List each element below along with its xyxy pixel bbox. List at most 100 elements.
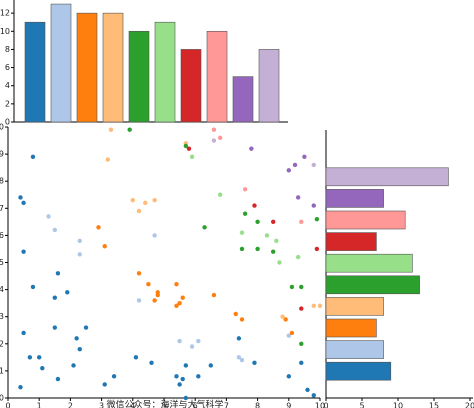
point [208,363,213,368]
point [242,211,248,216]
point [21,330,26,336]
point [136,298,142,303]
point [174,303,179,309]
y-tick-label: 0 [0,394,4,403]
point [271,249,276,254]
x-tick-label: 0 [323,402,328,408]
bar [258,49,280,123]
point [299,360,304,365]
bar [102,12,124,123]
point [299,219,304,225]
point [174,374,179,379]
bar [325,189,384,208]
point [280,314,285,319]
point [295,254,301,260]
point [196,374,201,379]
point [311,393,316,398]
point [311,203,316,208]
y-tick-label: 10 [0,123,4,132]
bar [325,340,384,359]
point [317,303,323,309]
point [152,233,157,238]
point [196,338,201,344]
point [283,317,288,322]
point [302,154,307,160]
point [21,249,26,254]
point [202,225,207,230]
point [295,195,301,200]
bar [325,297,384,316]
point [152,298,157,303]
bar [325,253,413,273]
point [52,227,57,233]
point [183,143,189,149]
point [299,284,304,290]
point [83,325,89,330]
point [289,330,295,336]
bar [325,167,449,187]
x-tick-label: 10 [315,402,325,408]
x-tick-label: 5 [161,402,166,408]
watermark: 微信公众号：海洋与大气科学 [106,399,223,408]
x-tick-label: 9 [286,402,291,408]
point [102,382,107,387]
point [37,355,42,360]
y-tick-label: 12 [0,9,10,18]
y-tick-label: 6 [5,63,10,72]
bar [206,30,228,123]
point [136,271,142,276]
point [292,162,298,168]
point [77,347,82,352]
point [286,168,291,173]
point [289,284,295,290]
point [111,374,117,379]
x-tick-label: 5 [359,402,364,408]
point [146,281,151,287]
x-tick-label: 3 [99,402,104,408]
y-tick-label: 8 [5,45,10,54]
x-tick-label: 0 [5,402,10,408]
bar [325,232,377,251]
point [71,363,76,368]
point [189,154,195,160]
point [239,230,245,235]
point [177,300,182,306]
point [236,336,242,341]
x-tick-label: 15 [429,402,439,408]
y-tick-label: 2 [0,339,4,348]
point [96,225,101,230]
point [155,292,160,298]
y-tick-label: 5 [0,258,4,267]
point [152,197,157,203]
point [211,138,217,143]
point [217,135,223,141]
bar [232,76,254,123]
point [108,127,114,132]
point [311,162,316,168]
point [252,360,257,365]
point [143,200,148,206]
point [21,200,26,206]
x-tick-label: 4 [130,402,135,408]
point [255,246,260,252]
point [174,281,179,287]
point [239,357,245,363]
point [183,395,189,401]
point [177,382,182,387]
bar [325,361,392,381]
y-tick-label: 1 [0,366,4,375]
point [149,360,154,365]
point [255,219,260,225]
y-tick-label: 10 [0,27,10,36]
point [271,219,276,225]
top-bar-chart: 02468101214 [0,0,288,127]
point [314,216,320,222]
point [236,355,242,360]
point [239,246,245,252]
point [299,341,304,346]
point [286,333,291,338]
point [133,355,139,360]
point [183,363,189,368]
point [305,387,310,393]
